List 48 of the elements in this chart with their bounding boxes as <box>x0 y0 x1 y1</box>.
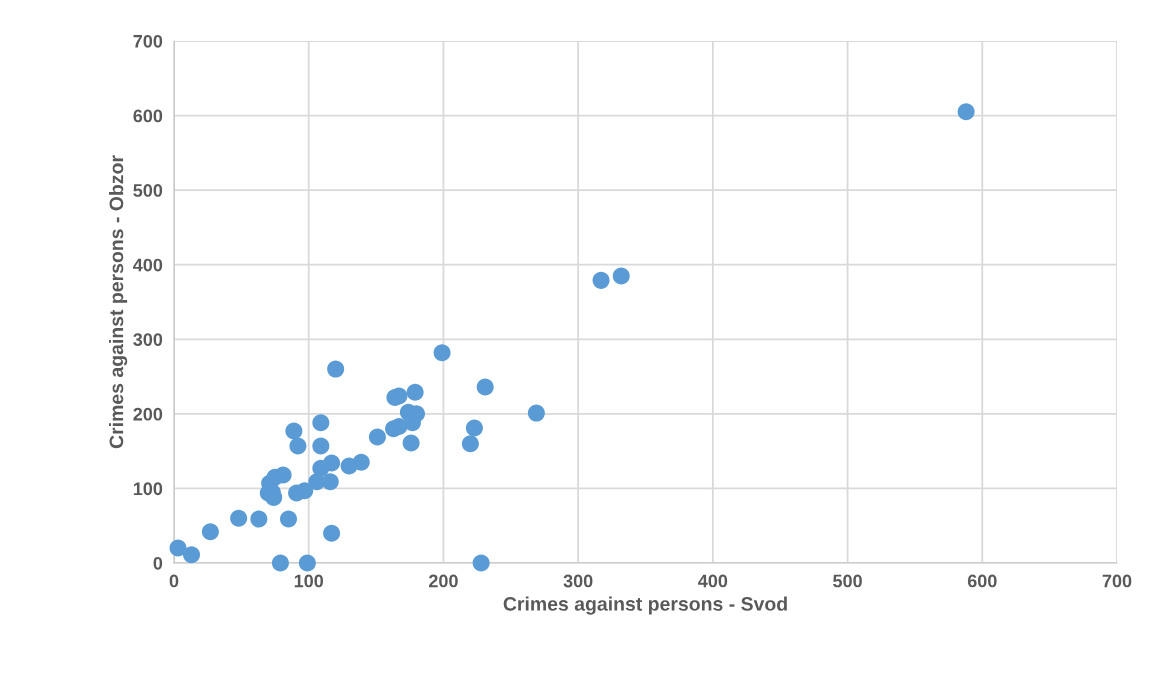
point <box>312 437 330 455</box>
point <box>296 482 314 500</box>
point <box>321 473 339 491</box>
point <box>957 103 975 121</box>
point <box>472 554 490 572</box>
y-tick-label: 300 <box>133 333 163 347</box>
point <box>433 344 451 362</box>
point <box>368 428 386 446</box>
y-tick-label: 100 <box>133 482 163 496</box>
point <box>312 414 330 432</box>
y-axis-title: Crimes against persons - Obzor <box>109 155 128 449</box>
point <box>230 509 248 527</box>
x-tick-label: 400 <box>698 574 728 588</box>
x-tick-label: 700 <box>1102 574 1132 588</box>
point <box>592 271 610 289</box>
x-axis-title: Crimes against persons - Svod <box>503 596 787 615</box>
y-tick-label: 700 <box>133 34 163 48</box>
point <box>465 419 483 437</box>
point <box>285 422 303 440</box>
point <box>461 435 479 453</box>
point <box>352 453 370 471</box>
y-tick-label: 600 <box>133 109 163 123</box>
point <box>289 437 307 455</box>
x-tick-label: 300 <box>563 574 593 588</box>
y-tick-label: 200 <box>133 407 163 421</box>
x-tick-label: 100 <box>294 574 324 588</box>
point <box>402 434 420 452</box>
point <box>406 383 424 401</box>
y-tick-label: 0 <box>153 556 163 570</box>
point <box>327 360 345 378</box>
x-tick-label: 500 <box>833 574 862 588</box>
point <box>201 523 219 541</box>
point <box>298 554 316 572</box>
x-tick-label: 600 <box>967 574 997 588</box>
point <box>271 554 289 572</box>
point <box>169 539 187 557</box>
point <box>250 510 268 528</box>
point <box>323 524 341 542</box>
point <box>476 378 494 396</box>
y-tick-label: 500 <box>133 184 163 197</box>
point <box>527 404 545 422</box>
x-tick-label: 0 <box>169 574 179 588</box>
y-tick-label: 400 <box>133 258 163 272</box>
point <box>280 510 298 528</box>
point <box>612 267 630 285</box>
x-tick-label: 200 <box>428 574 458 588</box>
point <box>183 546 201 564</box>
point <box>323 454 341 472</box>
